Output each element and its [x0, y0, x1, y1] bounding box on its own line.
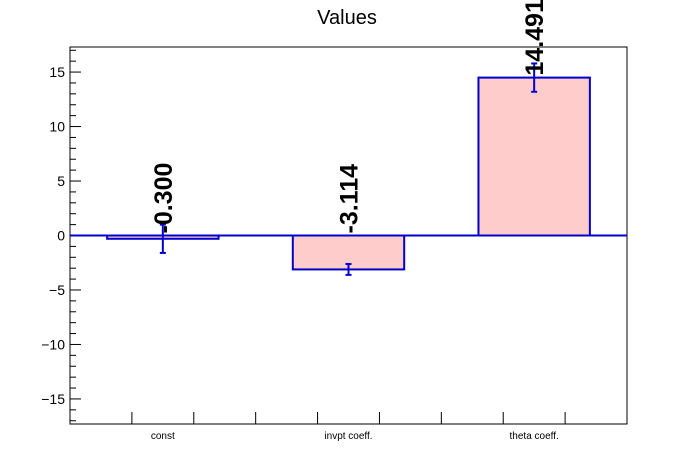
bar-series — [70, 62, 627, 276]
y-axis: 15 10 5 0 −5 −10 −15 — [41, 49, 81, 422]
y-tick-label: 10 — [49, 119, 65, 135]
chart-title: Values — [317, 7, 377, 29]
data-label: -3.114 — [336, 164, 364, 234]
data-label: -0.300 — [150, 163, 178, 234]
data-labels: -0.300 -3.114 14.491 — [150, 0, 549, 234]
y-tick-label: 0 — [57, 228, 65, 244]
x-tick-label: const — [151, 431, 175, 442]
bar — [477, 76, 591, 237]
x-axis: const invpt coeff. theta coeff. — [131, 412, 566, 442]
data-label: 14.491 — [521, 0, 549, 76]
y-tick-label: 15 — [49, 64, 65, 80]
x-tick-label: theta coeff. — [510, 431, 559, 442]
y-tick-label: 5 — [57, 173, 65, 189]
x-tick-label: invpt coeff. — [324, 431, 372, 442]
y-tick-label: −10 — [41, 336, 65, 352]
y-tick-label: −5 — [49, 282, 65, 298]
y-tick-label: −15 — [41, 391, 65, 407]
